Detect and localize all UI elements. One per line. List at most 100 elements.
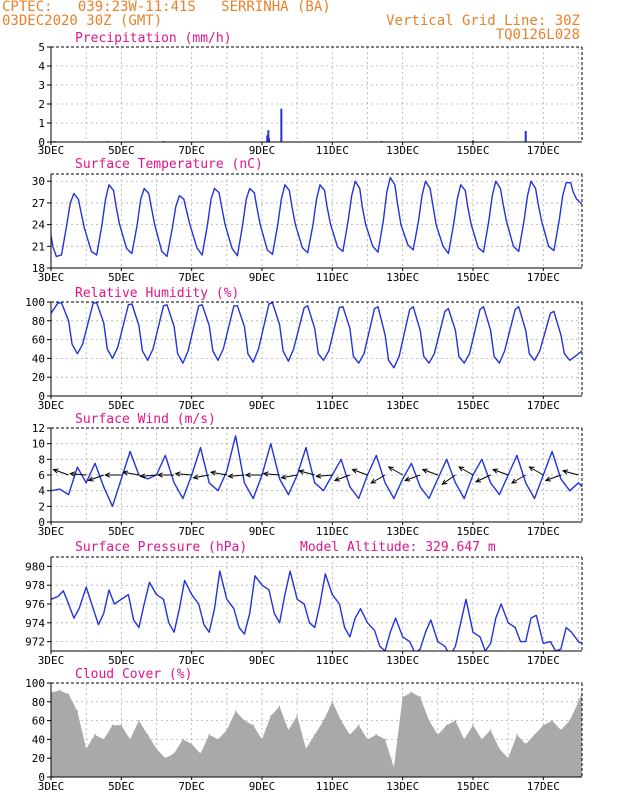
cloud-point <box>560 729 562 731</box>
grid-line-note: Vertical Grid Line: 30Z <box>386 13 580 29</box>
cloud-point <box>516 733 518 736</box>
temp-ytick-label: 30 <box>32 175 45 188</box>
wind-arrow <box>511 474 526 484</box>
wind-arrowhead <box>370 478 377 484</box>
cloud-point <box>498 748 501 750</box>
model-code: TQ0126L028 <box>495 27 580 43</box>
precip-data <box>53 108 527 142</box>
cloud-point <box>349 733 351 736</box>
cloud-xtick-label: 15DEC <box>456 780 489 793</box>
cloud-point <box>243 719 246 722</box>
cloud-ytick-label: 100 <box>25 677 45 690</box>
rh-panel: Relative Humidity (%) 0 20 40 60 80 100 3DEC 5DE… <box>25 286 583 412</box>
cloud-ytick-label: 0 <box>38 771 45 784</box>
cloud-point <box>410 691 413 694</box>
cloud-xtick-label: 5DEC <box>108 780 135 793</box>
wind-ytick-label: 8 <box>38 453 45 466</box>
wind-arrowhead <box>69 471 76 477</box>
cloud-point <box>190 743 193 745</box>
pres-data <box>51 570 582 651</box>
temp-xtick-label: 7DEC <box>178 271 205 284</box>
cloud-point <box>331 701 334 703</box>
wind-arrowhead <box>227 473 234 479</box>
wind-arrow <box>388 466 403 476</box>
wind-arrowhead <box>544 476 551 482</box>
wind-arrowhead <box>122 470 129 476</box>
cloud-point <box>551 719 553 722</box>
precip-title: Precipitation (mm/h) <box>75 31 232 46</box>
rh-ytick-label: 100 <box>25 296 45 309</box>
precip-xtick-label: 5DEC <box>108 144 135 157</box>
wind-ytick-label: 2 <box>38 500 45 513</box>
wind-arrow <box>193 474 210 479</box>
rh-xtick-label: 17DEC <box>527 399 560 412</box>
cloud-point <box>366 738 369 741</box>
pres-xtick-label: 17DEC <box>527 654 560 667</box>
temp-xtick-label: 5DEC <box>108 271 135 284</box>
wind-arrow <box>140 474 157 477</box>
cloud-ytick-label: 20 <box>32 752 45 765</box>
wind-arrowhead <box>528 466 535 472</box>
cloud-point <box>581 691 582 694</box>
wind-arrowhead <box>262 471 269 477</box>
cloud-point <box>296 715 298 717</box>
pres-ytick-label: 972 <box>25 636 45 649</box>
precip-xtick-label: 3DEC <box>38 144 65 157</box>
wind-arrow <box>442 474 456 485</box>
wind-arrow <box>123 471 140 476</box>
temp-panel: Surface Temperature (nC) 18 21 24 27 30 3DEC 5D… <box>32 157 583 284</box>
wind-arrow <box>492 469 509 476</box>
cloud-point <box>111 724 114 727</box>
cloud-point <box>568 719 571 722</box>
rh-ytick-label: 20 <box>32 371 45 384</box>
cloud-point <box>313 733 316 736</box>
wind-xtick-label: 9DEC <box>249 525 276 538</box>
wind-arrowhead <box>387 466 394 472</box>
pres-xtick-label: 9DEC <box>249 654 276 667</box>
temp-xtick-label: 3DEC <box>38 271 65 284</box>
wind-arrow <box>70 473 87 476</box>
cloud-point <box>533 733 536 736</box>
pres-xtick-label: 11DEC <box>316 654 349 667</box>
wind-arrowhead <box>441 479 448 485</box>
pres-ytick-label: 980 <box>25 560 45 573</box>
cloud-point <box>472 724 474 727</box>
wind-ytick-label: 12 <box>32 422 45 435</box>
precip-bar <box>268 138 271 142</box>
wind-arrow <box>334 474 351 481</box>
pres-xtick-label: 5DEC <box>108 654 135 667</box>
rh-ytick-label: 0 <box>38 390 45 403</box>
wind-arrowhead <box>458 466 465 472</box>
pres-panel: Surface Pressure (hPa) Model Altitude: 32… <box>25 540 583 667</box>
wind-arrowhead <box>244 472 251 478</box>
station-header: CPTEC: 039:23W-11:41S SERRINHA (BA) <box>2 0 331 15</box>
wind-arrow <box>370 474 386 484</box>
wind-xtick-label: 13DEC <box>386 525 419 538</box>
wind-arrowhead <box>333 476 340 482</box>
temp-xtick-label: 11DEC <box>316 271 349 284</box>
wind-arrowhead <box>404 476 411 482</box>
precip-bar <box>471 140 474 142</box>
temp-ytick-label: 21 <box>32 240 45 253</box>
temp-title: Surface Temperature (nC) <box>75 157 263 172</box>
cloud-point <box>102 738 105 741</box>
wind-arrow <box>475 474 491 483</box>
temp-xtick-label: 9DEC <box>249 271 276 284</box>
cloud-point <box>278 705 281 708</box>
pres-xtick-label: 13DEC <box>386 654 419 667</box>
pres-subtitle: Model Altitude: 329.647 m <box>300 540 496 555</box>
cloud-xtick-label: 9DEC <box>249 780 276 793</box>
rh-xtick-label: 5DEC <box>108 399 135 412</box>
cloud-point <box>94 733 96 736</box>
rh-ytick-label: 80 <box>32 315 45 328</box>
wind-arrowhead <box>421 468 428 474</box>
wind-arrowhead <box>561 469 569 475</box>
wind-panel: Surface Wind (m/s) 0 2 4 6 8 10 12 3DEC 5DEC 7DEC 9… <box>32 412 583 538</box>
rh-line <box>51 302 582 369</box>
cloud-xtick-label: 11DEC <box>316 780 349 793</box>
cloud-point <box>208 733 211 736</box>
precip-bar <box>524 130 527 142</box>
rh-xtick-label: 15DEC <box>456 399 489 412</box>
cloud-point <box>322 719 325 722</box>
wind-arrow <box>88 474 104 481</box>
